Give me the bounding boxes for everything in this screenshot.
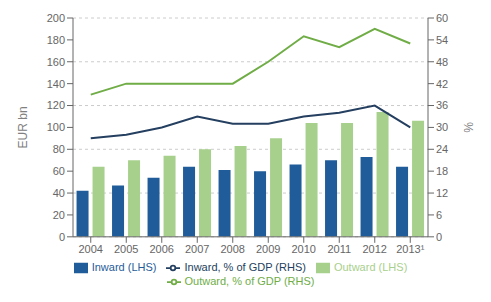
svg-text:160: 160 [47,56,65,68]
svg-text:2005: 2005 [114,243,138,255]
svg-text:2012: 2012 [363,243,387,255]
svg-text:2007: 2007 [185,243,209,255]
html-text:Inward, % of GDP (RHS): Inward, % of GDP (RHS) [184,260,306,273]
svg-text:2013¹: 2013¹ [396,243,424,255]
svg-text:80: 80 [53,143,65,155]
svg-text:140: 140 [47,78,65,90]
svg-text:0: 0 [59,231,65,243]
svg-text:18: 18 [436,165,448,177]
svg-text:100: 100 [47,121,65,133]
svg-text:%: % [461,122,475,133]
svg-text:2008: 2008 [221,243,245,255]
svg-text:EUR bn: EUR bn [16,106,30,148]
svg-text:60: 60 [53,165,65,177]
svg-text:2011: 2011 [327,243,351,255]
svg-text:54: 54 [436,34,448,46]
svg-text:20: 20 [53,209,65,221]
svg-text:42: 42 [436,78,448,90]
svg-text:2004: 2004 [79,243,103,255]
svg-text:0: 0 [436,231,442,243]
svg-text:120: 120 [47,99,65,111]
svg-text:40: 40 [53,187,65,199]
svg-text:180: 180 [47,34,65,46]
svg-text:2009: 2009 [256,243,280,255]
svg-text:60: 60 [436,12,448,24]
svg-text:36: 36 [436,99,448,111]
svg-text:30: 30 [436,121,448,133]
svg-text:48: 48 [436,56,448,68]
svg-text:6: 6 [436,209,442,221]
svg-text:2010: 2010 [292,243,316,255]
svg-text:2006: 2006 [150,243,174,255]
svg-text:12: 12 [436,187,448,199]
html-text:Inward (LHS): Inward (LHS) [91,260,157,273]
html-text:Outward, % of GDP (RHS): Outward, % of GDP (RHS) [184,274,315,287]
svg-text:200: 200 [47,12,65,24]
svg-text:24: 24 [436,143,448,155]
html-text:Outward (LHS): Outward (LHS) [333,260,408,273]
